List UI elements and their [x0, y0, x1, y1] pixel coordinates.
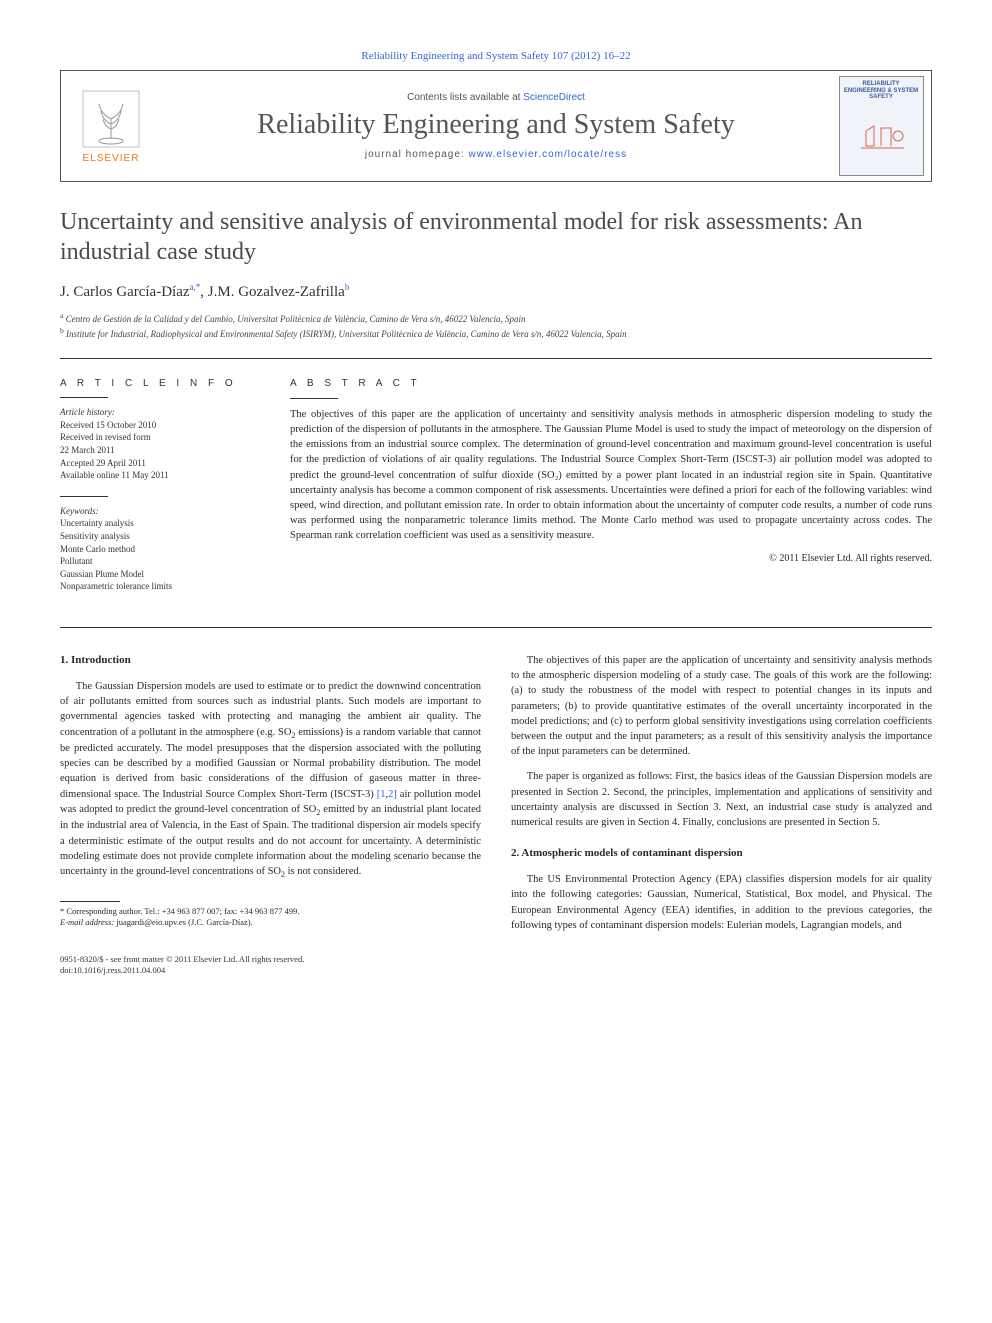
history-line: 22 March 2011: [60, 444, 260, 457]
header-ref-line: Reliability Engineering and System Safet…: [60, 50, 932, 62]
article-info-heading: A R T I C L E I N F O: [60, 377, 260, 391]
journal-banner: ELSEVIER Contents lists available at Sci…: [60, 70, 932, 182]
article-history: Article history: Received 15 October 201…: [60, 406, 260, 482]
keyword: Nonparametric tolerance limits: [60, 580, 260, 593]
author-2-aff-link[interactable]: b: [345, 282, 350, 292]
info-rule-2: [60, 496, 108, 497]
info-rule-1: [60, 397, 108, 398]
abstract-heading: A B S T R A C T: [290, 377, 932, 392]
doi-line: doi:10.1016/j.ress.2011.04.004: [60, 965, 932, 976]
history-line: Accepted 29 April 2011: [60, 457, 260, 470]
authors: J. Carlos García-Díaza,*, J.M. Gozalvez-…: [60, 282, 932, 301]
author-sep: ,: [200, 284, 208, 300]
keyword: Monte Carlo method: [60, 543, 260, 556]
cover-title: RELIABILITY ENGINEERING & SYSTEM SAFETY: [844, 81, 919, 101]
history-line: Available online 11 May 2011: [60, 469, 260, 482]
footnotes: * Corresponding author. Tel.: +34 963 87…: [60, 906, 481, 929]
affiliation-b: Institute for Industrial, Radiophysical …: [66, 329, 627, 339]
body-text: 1. Introduction The Gaussian Dispersion …: [60, 653, 932, 936]
journal-center: Contents lists available at ScienceDirec…: [161, 92, 831, 160]
history-line: Received 15 October 2010: [60, 419, 260, 432]
abstract-rule: [290, 398, 338, 399]
homepage-link[interactable]: www.elsevier.com/locate/ress: [469, 149, 628, 160]
keyword: Pollutant: [60, 555, 260, 568]
footnote-separator: [60, 901, 120, 902]
email-label: E-mail address:: [60, 917, 114, 927]
section-2-p1: The US Environmental Protection Agency (…: [511, 872, 932, 933]
publisher-logo: ELSEVIER: [61, 66, 161, 186]
keyword: Gaussian Plume Model: [60, 568, 260, 581]
doi-block: 0951-8320/$ - see front matter © 2011 El…: [60, 954, 932, 977]
sciencedirect-link[interactable]: ScienceDirect: [523, 92, 585, 103]
elsevier-tree-icon: [81, 89, 141, 149]
section-2-heading: 2. Atmospheric models of contaminant dis…: [511, 846, 932, 862]
homepage-prefix: journal homepage:: [365, 149, 469, 160]
front-matter-line: 0951-8320/$ - see front matter © 2011 El…: [60, 954, 932, 965]
contents-prefix: Contents lists available at: [407, 92, 523, 103]
keyword: Uncertainty analysis: [60, 517, 260, 530]
journal-title: Reliability Engineering and System Safet…: [161, 109, 831, 141]
history-line: Received in revised form: [60, 431, 260, 444]
keywords-label: Keywords:: [60, 505, 260, 518]
rule-bottom: [60, 627, 932, 628]
article-info: A R T I C L E I N F O Article history: R…: [60, 377, 260, 607]
keywords-block: Keywords: Uncertainty analysis Sensitivi…: [60, 505, 260, 593]
keyword: Sensitivity analysis: [60, 530, 260, 543]
journal-cover: RELIABILITY ENGINEERING & SYSTEM SAFETY: [831, 66, 931, 186]
affiliation-a: Centro de Gestión de la Calidad y del Ca…: [66, 314, 526, 324]
corresponding-author: * Corresponding author. Tel.: +34 963 87…: [60, 906, 481, 917]
ref-link-2[interactable]: 2]: [388, 789, 397, 800]
section-1-p3: The paper is organized as follows: First…: [511, 769, 932, 830]
abstract-copyright: © 2011 Elsevier Ltd. All rights reserved…: [290, 552, 932, 567]
publisher-label: ELSEVIER: [83, 153, 140, 164]
affiliations: a Centro de Gestión de la Calidad y del …: [60, 311, 932, 340]
section-1-p2: The objectives of this paper are the app…: [511, 653, 932, 760]
section-1-heading: 1. Introduction: [60, 653, 481, 669]
header-ref-link[interactable]: Reliability Engineering and System Safet…: [361, 50, 630, 62]
abstract-body: The objectives of this paper are the app…: [290, 407, 932, 544]
cover-art-icon: [856, 116, 906, 156]
author-2: J.M. Gozalvez-Zafrilla: [208, 284, 345, 300]
author-1: J. Carlos García-Díaz: [60, 284, 190, 300]
corresponding-email: juagardi@eio.upv.es (J.C. García-Díaz).: [114, 917, 253, 927]
section-1-p1: The Gaussian Dispersion models are used …: [60, 679, 481, 881]
rule-top: [60, 358, 932, 359]
abstract: A B S T R A C T The objectives of this p…: [290, 377, 932, 607]
article-title: Uncertainty and sensitive analysis of en…: [60, 207, 932, 267]
homepage-line: journal homepage: www.elsevier.com/locat…: [161, 149, 831, 160]
history-label: Article history:: [60, 406, 260, 419]
contents-line: Contents lists available at ScienceDirec…: [161, 92, 831, 103]
